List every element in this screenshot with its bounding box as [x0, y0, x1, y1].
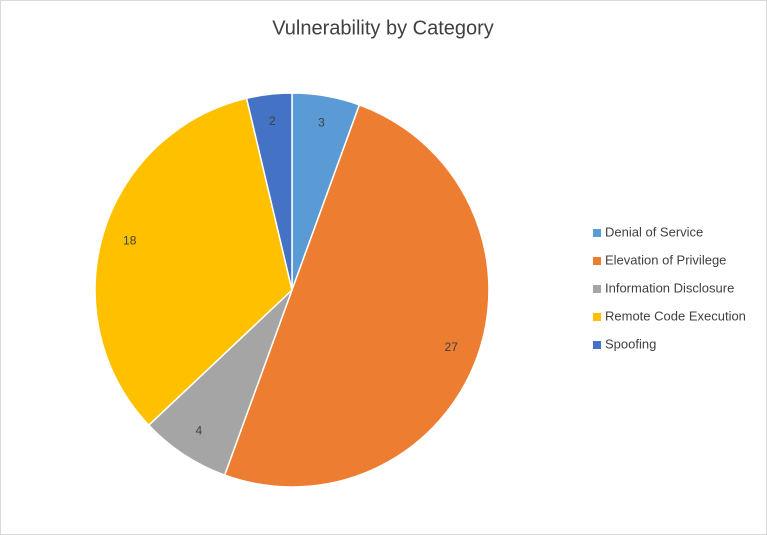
legend-swatch — [593, 257, 601, 265]
legend-label: Remote Code Execution — [605, 308, 746, 323]
data-label: 27 — [445, 340, 459, 354]
pie-slice — [94, 97, 293, 427]
data-label: 4 — [196, 424, 203, 438]
chart-title: Vulnerability by Category — [272, 17, 494, 39]
legend-swatch — [593, 285, 601, 293]
pie-slice — [245, 92, 293, 291]
legend-label: Denial of Service — [605, 224, 703, 239]
data-label: 18 — [123, 234, 137, 248]
data-label: 2 — [269, 114, 276, 128]
legend-label: Spoofing — [605, 336, 656, 351]
legend-swatch — [593, 341, 601, 349]
legend-label: Information Disclosure — [605, 280, 734, 295]
legend-swatch — [593, 229, 601, 237]
data-label: 3 — [318, 115, 325, 129]
legend-swatch — [593, 313, 601, 321]
pie-slice — [223, 103, 490, 488]
legend-label: Elevation of Privilege — [605, 252, 726, 267]
